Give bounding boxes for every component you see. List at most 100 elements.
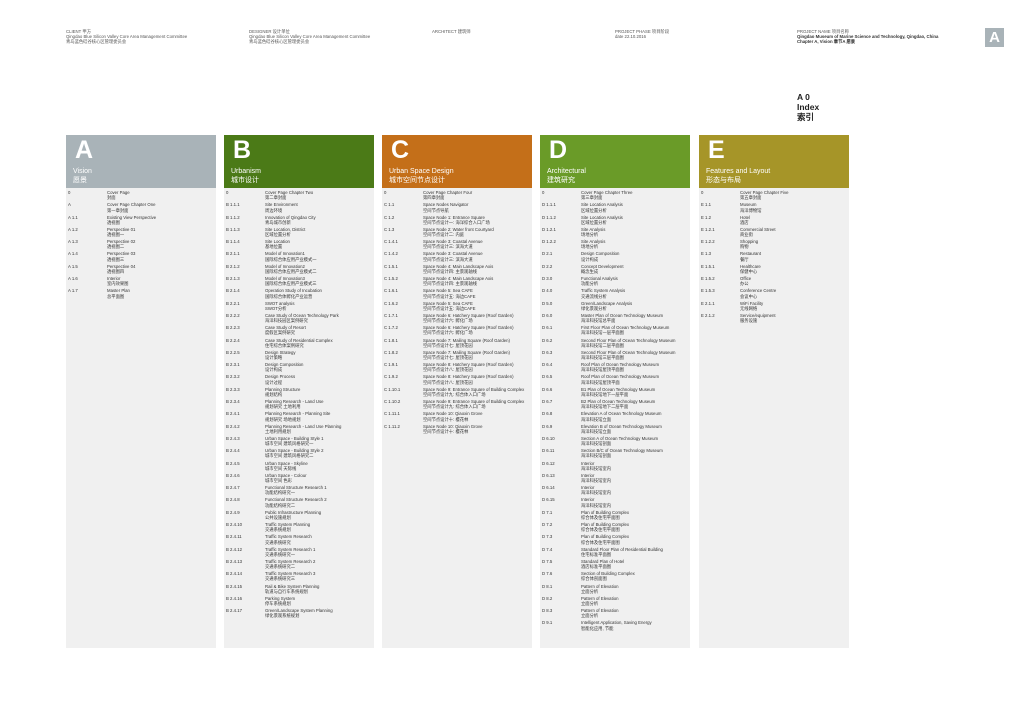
entry-en: Planning Research - Land Use — [265, 399, 324, 405]
entry-zh: 区域位置分析 — [581, 207, 607, 213]
index-entry: C 1.2 Space Node 1: Entrance Square 空间节点设计… — [382, 215, 532, 227]
entry-code: B 2.4.12 — [226, 546, 243, 552]
index-entry: D 1.2.1 Site Analysis 场地分析 — [540, 227, 690, 239]
entry-zh: 综合体剖面图 — [581, 576, 607, 582]
index-entry: 0 Cover Page Chapter Four 第四章封面 — [382, 190, 532, 202]
chapter-header: D Architectural 建筑研究 — [540, 135, 690, 188]
entry-zh: 空间节点设计八: 屋顶花园 — [423, 367, 473, 373]
chapter-letter: B — [233, 136, 252, 164]
index-entry: C 1.9.1 Space Node 8: Hatchery Square (Ro… — [382, 362, 532, 374]
entry-code: C 1.6.1 — [384, 288, 398, 294]
entry-en: Section B/C of Ocean Technology Museum — [581, 448, 663, 454]
entry-text: Space Node 4: Main Landscape Axis 空间节点设计四… — [423, 264, 532, 276]
entry-code: B 2.4.11 — [226, 534, 242, 540]
entry-code: D 6.14 — [542, 485, 555, 491]
entry-en: Design Strategy — [265, 349, 296, 355]
entry-code: E 1.2 — [701, 214, 712, 220]
entry-code: D 6.13 — [542, 472, 555, 478]
entry-en: Space Node 10: Qiaoxin Grove — [423, 411, 483, 417]
entry-code: B 2.4.2 — [226, 423, 240, 429]
entry-code: 0 — [68, 190, 71, 195]
index-entry: C 1.4.2 Space Node 3: Coastal Avenue 空间节点设… — [382, 251, 532, 263]
index-entry: E 2.1.1 WiFi Facility 无线网络 — [699, 301, 849, 313]
chapter-header: B Urbanism 城市设计 — [224, 135, 374, 188]
index-entry: D 8.1 Pattern of Elevation 立面分析 — [540, 584, 690, 596]
index-entry: B 2.4.12 Traffic System Research 1 交通系统研究一 — [224, 547, 374, 559]
index-entry: E 1.2.2 Shopping 购物 — [699, 239, 849, 251]
index-entry: D 6.12 Interior 海洋科技馆室内 — [540, 461, 690, 473]
index-entry: B 2.4.16 Parking System 停车系统规划 — [224, 596, 374, 608]
chapter-header: C Urban Space Design 城市空间节点设计 — [382, 135, 532, 188]
entry-code: D 7.2 — [542, 522, 553, 528]
entry-zh: 空间节点导航 — [423, 207, 449, 213]
entry-zh: 土地利用规划 — [265, 428, 291, 434]
entry-zh: 海洋科技馆立面 — [581, 416, 612, 422]
entry-zh: 设计构成 — [265, 367, 283, 373]
entry-en: WiFi Facility — [740, 300, 764, 306]
index-entry: B 2.4.17 Green/Landscape System Planning 绿… — [224, 608, 374, 620]
entry-zh: 空间节点设计三: 滨海大道 — [423, 256, 473, 262]
entry-zh: 住宅标准平面图 — [581, 551, 612, 557]
entry-zh: 概念生成 — [581, 268, 599, 274]
entry-text: Rail & Bike System Planning 轨道与自行车系统规划 — [265, 584, 374, 596]
entry-code: B 2.4.3 — [226, 435, 240, 441]
header-label: ARCHITECT 建筑师 — [432, 29, 471, 34]
entry-zh: 海洋科技馆二层平面图 — [581, 342, 624, 348]
entry-zh: 度假区案例研究 — [265, 330, 296, 336]
entry-zh: 停车系统规划 — [265, 601, 291, 606]
entry-text: Pattern of Elevation 立面分析 — [581, 608, 690, 620]
index-entry: D 2.1 Design Composition 设计构成 — [540, 251, 690, 263]
entry-code: C 1.2 — [384, 214, 395, 220]
entry-text: Innovation of Qingdao City 青岛城市创新 — [265, 215, 374, 227]
entry-code: B 2.4.4 — [226, 448, 240, 454]
entry-en: Cover Page Chapter Three — [581, 190, 633, 195]
entry-zh: 国际综合体孵化产业运营 — [265, 293, 313, 299]
entry-en: Master Plan — [107, 288, 130, 294]
entry-en: Cover Page — [107, 190, 130, 195]
entry-text: Space Node 8: Hatchery Square (Roof Gard… — [423, 374, 532, 386]
entry-en: Plan of Building Complex — [581, 522, 630, 528]
entry-en: Hotel — [740, 214, 751, 220]
entry-en: Design Composition — [265, 362, 304, 368]
entry-text: Site Location, District 区域位置分析 — [265, 227, 374, 239]
chapter-title: Features and Layout 形态与布局 — [706, 168, 770, 185]
entry-code: D 3.0 — [542, 276, 553, 282]
entry-en: Cover Page Chapter Two — [265, 190, 314, 195]
entry-zh: 规划研究 土地利用 — [265, 404, 301, 410]
entry-en: Cover Page Chapter One — [107, 202, 156, 208]
entry-text: Space Node 6: Hatchery Square (Roof Gard… — [423, 325, 532, 337]
entry-text: Traffic System Planning 交通系统规划 — [265, 522, 374, 534]
entry-code: D 6.3 — [542, 349, 553, 355]
entry-zh: 国际综合体应用产业模式三 — [265, 281, 317, 287]
entry-text: Section A of Ocean Technology Museum 海洋科技… — [581, 436, 690, 448]
entry-text: Healthcare 保健中心 — [740, 264, 849, 276]
entry-text: Plan of Building Complex 综合体及住宅平面图 — [581, 522, 690, 534]
chapter-letter: D — [549, 136, 568, 164]
index-entry: B 2.4.9 Public Infrastructure Planning 公共设… — [224, 510, 374, 522]
entry-zh: 青岛城市创新 — [265, 219, 291, 225]
entry-code: B 2.4.1 — [226, 411, 240, 417]
entry-zh: 海洋科技馆总平面 — [581, 318, 616, 324]
index-entry: B 2.4.11 Traffic System Research 交通系统研究 — [224, 534, 374, 546]
entry-zh: 城市空间 建筑风格研究一 — [265, 441, 314, 447]
index-entry: C 1.4.1 Space Node 3: Coastal Avenue 空间节点设… — [382, 239, 532, 251]
entry-en: First Floor Plan of Ocean Technology Mus… — [581, 325, 670, 331]
entry-zh: 餐厅 — [740, 256, 749, 262]
index-entry: C 1.3 Space Node 2: Water front Courtyard… — [382, 227, 532, 239]
index-entry: A 1.4 Perspective 03 透视图三 — [66, 251, 216, 263]
entry-en: Space Node 4: Main Landscape Axis — [423, 276, 494, 282]
index-entry: D 6.10 Section A of Ocean Technology Muse… — [540, 436, 690, 448]
entry-code: A 1.6 — [68, 276, 78, 282]
entry-zh: 空间节点设计五: 海边CAFE — [423, 293, 476, 299]
entry-text: Urban Space - Building Style 2 城市空间 建筑风格研… — [265, 448, 374, 460]
entry-en: Pattern of Elevation — [581, 583, 619, 589]
index-entry: A 1.7 Master Plan 总平面图 — [66, 288, 216, 300]
entry-text: Pattern of Elevation 立面分析 — [581, 584, 690, 596]
entry-text: Site Location 基地位置 — [265, 239, 374, 251]
entry-en: Functional Structure Research 2 — [265, 497, 327, 503]
index-entry: D 1.1.2 Site Location Analysis 区域位置分析 — [540, 215, 690, 227]
entry-en: Parking System — [265, 595, 296, 601]
entry-code: A 1.7 — [68, 288, 78, 294]
index-entry: 0 Cover Page Chapter Five 第五章封面 — [699, 190, 849, 202]
entry-code: E 1.5.1 — [701, 263, 715, 269]
